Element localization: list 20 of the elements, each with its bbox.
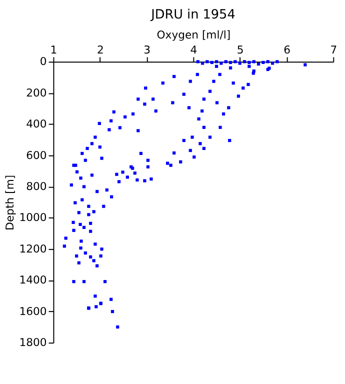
x-tick-label: 5 <box>236 43 244 56</box>
x-axis-title: Oxygen [ml/l] <box>156 28 231 42</box>
y-tick-label: 600 <box>26 148 47 162</box>
x-tick-label: 7 <box>330 43 338 56</box>
x-tick-label: 6 <box>284 43 291 56</box>
y-axis-title: Depth [m] <box>3 174 16 230</box>
y-tick-label: 1600 <box>19 304 47 318</box>
y-tick-label: 800 <box>26 180 47 193</box>
x-tick-label: 4 <box>190 43 198 56</box>
x-tick-label: 1 <box>50 43 58 56</box>
x-tick-label: 2 <box>96 43 104 56</box>
y-tick-label: 1800 <box>19 336 47 350</box>
chart-title: JDRU in 1954 <box>150 7 236 22</box>
y-tick-label: 200 <box>26 86 47 100</box>
y-tick-label: 1000 <box>19 211 47 224</box>
y-tick-label: 1200 <box>19 242 47 256</box>
y-tick-label: 1400 <box>19 274 47 287</box>
y-tick-label: 0 <box>40 55 47 68</box>
y-tick-label: 400 <box>26 118 47 131</box>
x-tick-label: 3 <box>144 43 151 56</box>
